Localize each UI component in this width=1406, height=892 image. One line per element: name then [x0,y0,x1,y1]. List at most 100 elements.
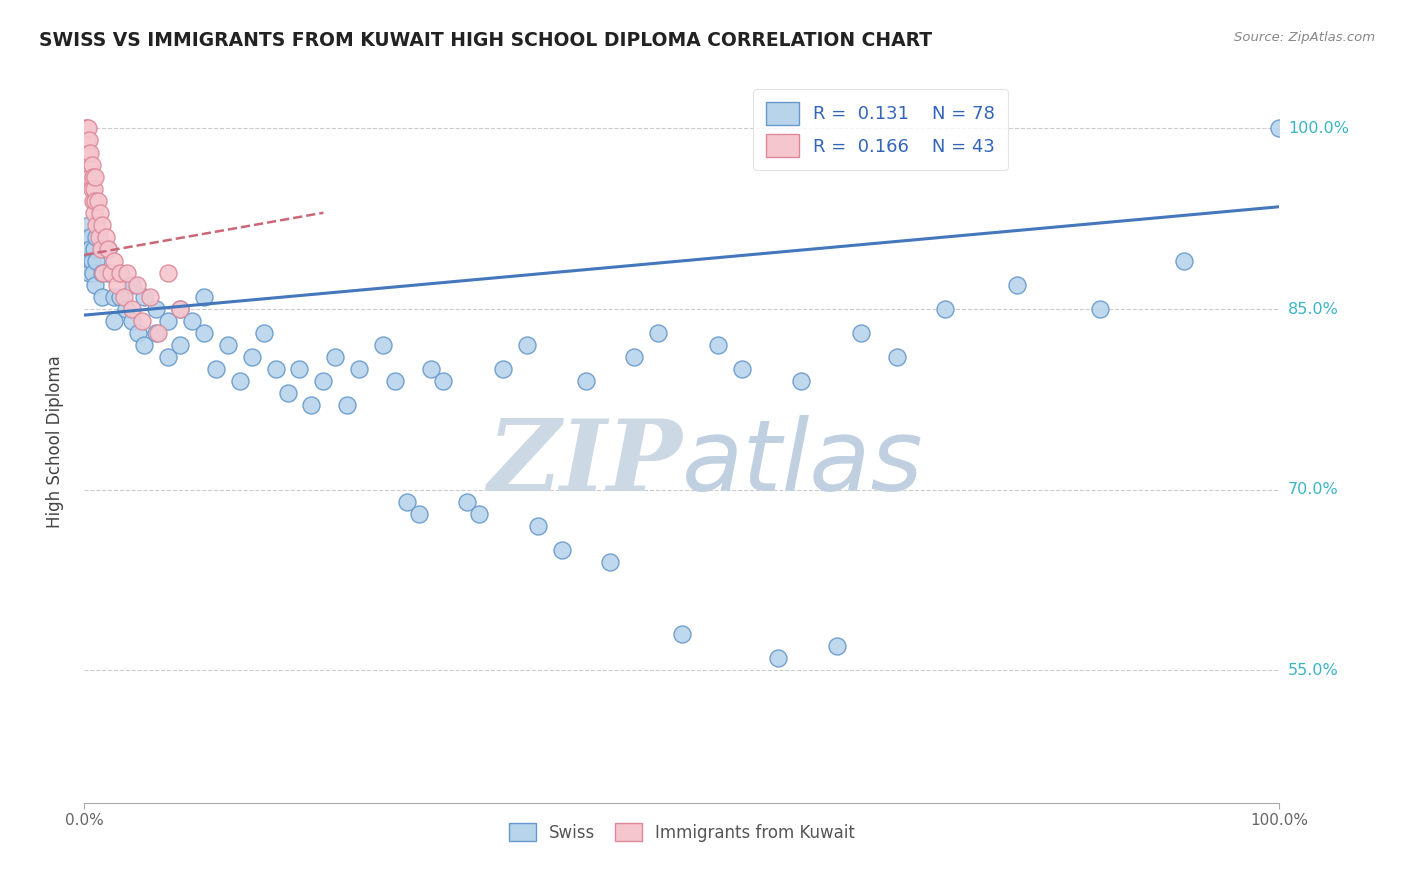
Point [77,254,100,268]
Point [384,375,406,389]
Point [79,169,101,184]
Point [264,362,287,376]
Point [100,266,122,280]
Text: 85.0%: 85.0% [1288,301,1339,317]
Point [301,398,323,412]
Point [132,338,156,352]
Point [492,362,515,376]
Point [516,338,538,352]
Point [77,266,100,280]
Point [84,278,107,293]
Point [157,350,180,364]
Point [76,133,98,147]
Text: Source: ZipAtlas.com: Source: ZipAtlas.com [1234,31,1375,45]
Point [193,290,215,304]
Point [169,338,191,352]
Point [112,290,135,304]
Point [169,301,191,317]
Point [89,205,111,219]
Point [110,266,132,280]
Point [97,266,120,280]
Point [76,121,98,136]
Point [76,158,98,172]
Text: ZIP: ZIP [486,415,682,511]
Point [77,218,100,232]
Y-axis label: High School Diploma: High School Diploma [45,355,63,528]
Point [97,242,120,256]
Point [132,290,156,304]
Point [91,290,114,304]
Point [86,194,108,208]
Point [91,218,114,232]
Point [84,169,107,184]
Point [75,133,97,147]
Point [325,350,347,364]
Point [707,338,730,352]
Point [349,362,371,376]
Point [110,290,132,304]
Point [288,362,311,376]
Point [91,266,114,280]
Point [1005,278,1028,293]
Point [103,254,125,268]
Point [125,278,148,293]
Point [77,133,100,147]
Point [121,314,143,328]
Point [157,266,180,280]
Point [934,301,956,317]
Point [80,254,103,268]
Point [75,121,97,136]
Text: 100.0%: 100.0% [1288,121,1348,136]
Point [148,326,170,341]
Point [468,507,491,521]
Point [527,519,550,533]
Point [408,507,430,521]
Point [97,242,120,256]
Point [432,375,454,389]
Point [75,145,97,160]
Point [456,495,478,509]
Point [766,651,789,665]
Point [80,158,103,172]
Text: SWISS VS IMMIGRANTS FROM KUWAIT HIGH SCHOOL DIPLOMA CORRELATION CHART: SWISS VS IMMIGRANTS FROM KUWAIT HIGH SCH… [39,31,932,50]
Point [145,326,167,341]
Point [77,230,100,244]
Point [77,242,100,256]
Point [647,326,669,341]
Point [396,495,419,509]
Point [790,375,813,389]
Point [87,230,110,244]
Point [82,169,104,184]
Point [105,278,128,293]
Point [79,242,101,256]
Point [90,242,112,256]
Point [117,266,139,280]
Text: atlas: atlas [682,415,924,512]
Point [77,121,100,136]
Point [86,254,108,268]
Point [193,326,215,341]
Point [77,145,100,160]
Point [169,301,191,317]
Point [1173,254,1195,268]
Point [1090,301,1112,317]
Point [86,218,108,232]
Text: 55.0%: 55.0% [1288,663,1339,678]
Point [80,182,103,196]
Point [551,542,574,557]
Point [851,326,873,341]
Point [157,314,180,328]
Point [77,169,100,184]
Point [121,301,143,317]
Point [575,375,598,389]
Point [103,290,125,304]
Point [93,266,115,280]
Legend: Swiss, Immigrants from Kuwait: Swiss, Immigrants from Kuwait [502,817,862,848]
Point [79,145,101,160]
Point [373,338,395,352]
Point [731,362,754,376]
Point [83,242,105,256]
Point [336,398,359,412]
Point [827,640,849,654]
Point [312,375,335,389]
